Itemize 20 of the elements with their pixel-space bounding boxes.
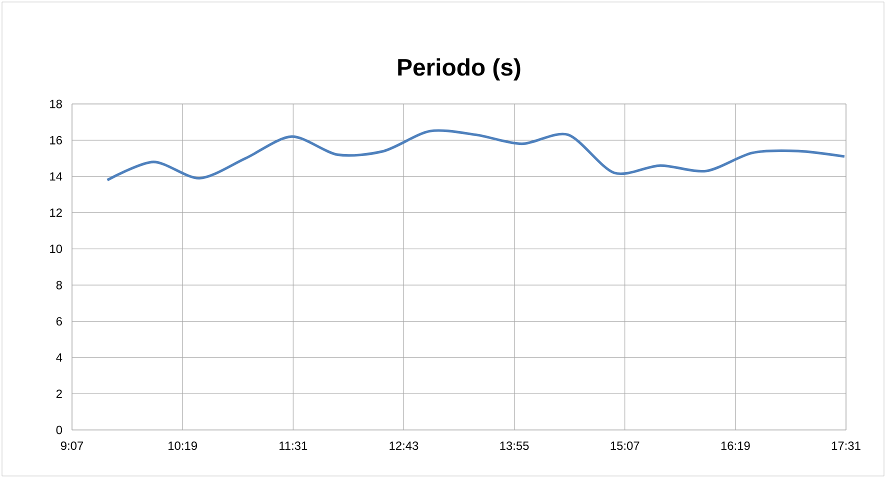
x-tick-label: 12:43	[390, 442, 418, 450]
y-tick-label: 12	[50, 208, 62, 217]
x-tick-label: 10:19	[168, 442, 197, 450]
y-tick-label: 16	[50, 136, 62, 144]
y-tick-label: 10	[50, 244, 62, 254]
y-tick-label: 14	[50, 172, 62, 181]
y-tick-label: 6	[56, 317, 62, 326]
x-tick-label: 11:31	[280, 442, 308, 450]
y-tick-label: 4	[56, 353, 62, 362]
x-tick-label: 15:07	[610, 442, 640, 450]
line-series	[106, 129, 846, 182]
y-tick-label: 0	[56, 426, 62, 434]
x-tick-label: 17:31	[832, 442, 860, 450]
y-tick-label: 18	[50, 100, 62, 108]
x-tick-label: 9:07	[60, 442, 84, 450]
y-tick-label: 8	[56, 280, 62, 290]
chart-title: Periodo (s)	[398, 58, 520, 80]
x-tick-label: 16:19	[721, 442, 750, 450]
y-tick-label: 2	[56, 390, 62, 398]
x-tick-label: 13:55	[500, 442, 529, 450]
